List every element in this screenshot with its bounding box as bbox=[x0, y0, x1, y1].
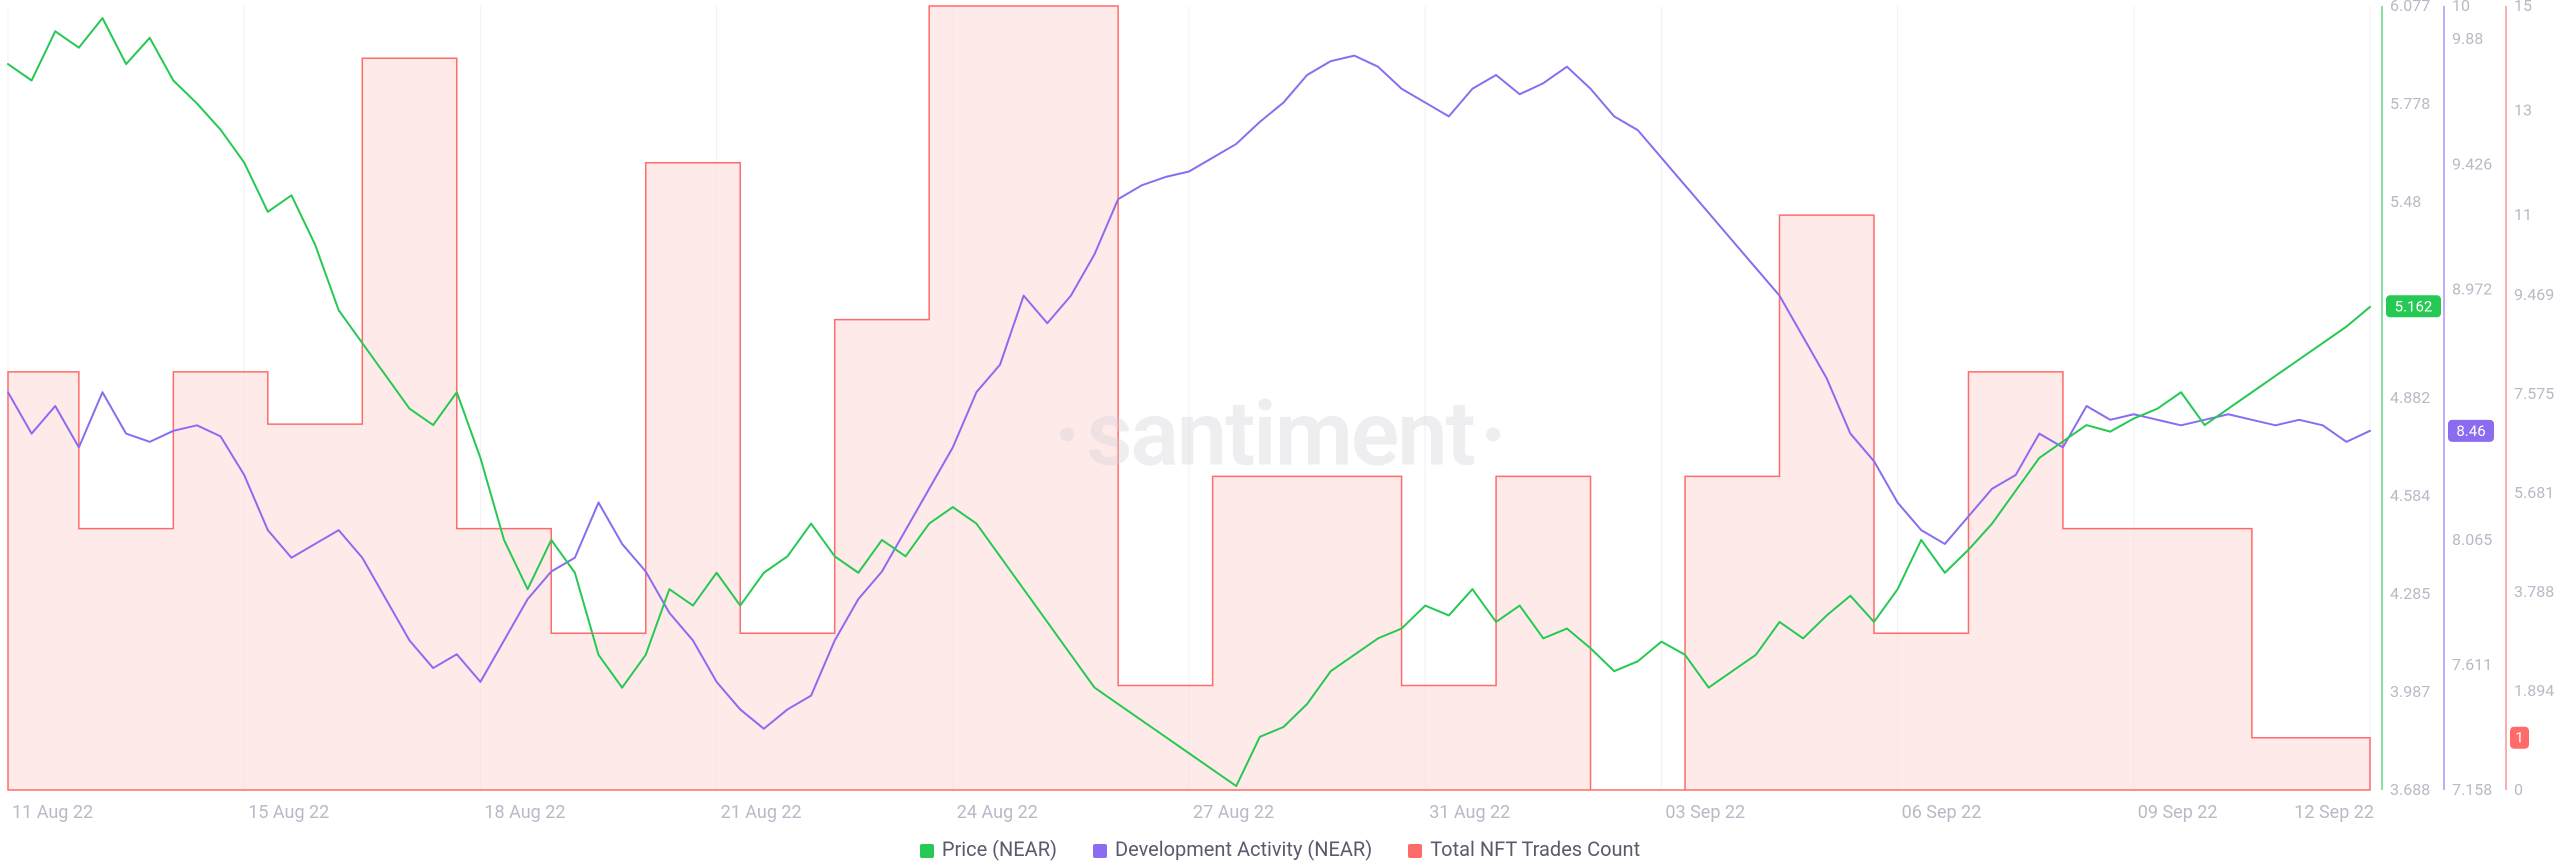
legend-label: Price (NEAR) bbox=[942, 837, 1057, 861]
y-axis-tick-nft: 1.894 bbox=[2514, 681, 2554, 700]
legend-item[interactable]: Price (NEAR) bbox=[920, 837, 1057, 861]
y-axis-tick-price: 5.778 bbox=[2390, 94, 2430, 113]
x-axis-label: 21 Aug 22 bbox=[721, 802, 802, 823]
y-axis-tick-nft: 0 bbox=[2514, 780, 2523, 799]
legend-label: Total NFT Trades Count bbox=[1430, 837, 1640, 861]
x-axis-label: 09 Sep 22 bbox=[2138, 802, 2218, 823]
y-axis-tick-nft: 3.788 bbox=[2514, 582, 2554, 601]
x-axis-label: 12 Sep 22 bbox=[2294, 802, 2374, 823]
legend-item[interactable]: Development Activity (NEAR) bbox=[1093, 837, 1372, 861]
current-badge-nft: 1 bbox=[2515, 729, 2523, 747]
y-axis-tick-dev: 7.611 bbox=[2452, 655, 2492, 674]
y-axis-tick-nft: 7.575 bbox=[2514, 384, 2554, 403]
y-axis-tick-nft: 15 bbox=[2514, 0, 2532, 15]
x-axis-label: 31 Aug 22 bbox=[1429, 802, 1510, 823]
y-axis-tick-price: 4.285 bbox=[2390, 584, 2430, 603]
legend-swatch bbox=[1408, 844, 1422, 858]
x-axis-label: 03 Sep 22 bbox=[1665, 802, 1745, 823]
y-axis-tick-price: 4.882 bbox=[2390, 388, 2430, 407]
x-axis-label: 06 Sep 22 bbox=[1902, 802, 1982, 823]
x-axis-label: 15 Aug 22 bbox=[248, 802, 329, 823]
legend-item[interactable]: Total NFT Trades Count bbox=[1408, 837, 1640, 861]
x-axis-label: 11 Aug 22 bbox=[12, 802, 93, 823]
legend-label: Development Activity (NEAR) bbox=[1115, 837, 1372, 861]
x-axis-label: 18 Aug 22 bbox=[484, 802, 565, 823]
y-axis-tick-price: 3.987 bbox=[2390, 682, 2430, 701]
current-badge-dev: 8.46 bbox=[2456, 422, 2485, 440]
y-axis-tick-dev: 7.158 bbox=[2452, 780, 2492, 799]
y-axis-tick-price: 5.48 bbox=[2390, 192, 2421, 211]
chart-container: 11 Aug 22 15 Aug 22 18 Aug 22 21 Aug 22 24 A… bbox=[0, 0, 2560, 867]
legend-swatch bbox=[920, 844, 934, 858]
y-axis-tick-dev: 10 bbox=[2452, 0, 2470, 15]
y-axis-tick-dev: 9.426 bbox=[2452, 154, 2492, 173]
legend: Price (NEAR) Development Activity (NEAR) T… bbox=[0, 837, 2560, 861]
y-axis-tick-price: 3.688 bbox=[2390, 780, 2430, 799]
chart-svg[interactable]: 11 Aug 22 15 Aug 22 18 Aug 22 21 Aug 22 24 A… bbox=[0, 0, 2560, 867]
y-axis-tick-dev: 8.972 bbox=[2452, 280, 2492, 299]
y-axis-tick-dev: 8.065 bbox=[2452, 530, 2492, 549]
y-axis-tick-price: 6.077 bbox=[2390, 0, 2430, 15]
y-axis-tick-dev: 9.88 bbox=[2452, 29, 2483, 48]
y-axis-tick-nft: 13 bbox=[2514, 101, 2532, 120]
x-axis-label: 27 Aug 22 bbox=[1193, 802, 1274, 823]
y-axis-tick-nft: 5.681 bbox=[2514, 483, 2554, 502]
legend-swatch bbox=[1093, 844, 1107, 858]
y-axis-tick-nft: 11 bbox=[2514, 205, 2532, 224]
y-axis-tick-nft: 9.469 bbox=[2514, 285, 2554, 304]
y-axis-tick-price: 4.584 bbox=[2390, 486, 2430, 505]
x-axis-label: 24 Aug 22 bbox=[957, 802, 1038, 823]
current-badge-price: 5.162 bbox=[2395, 297, 2433, 315]
